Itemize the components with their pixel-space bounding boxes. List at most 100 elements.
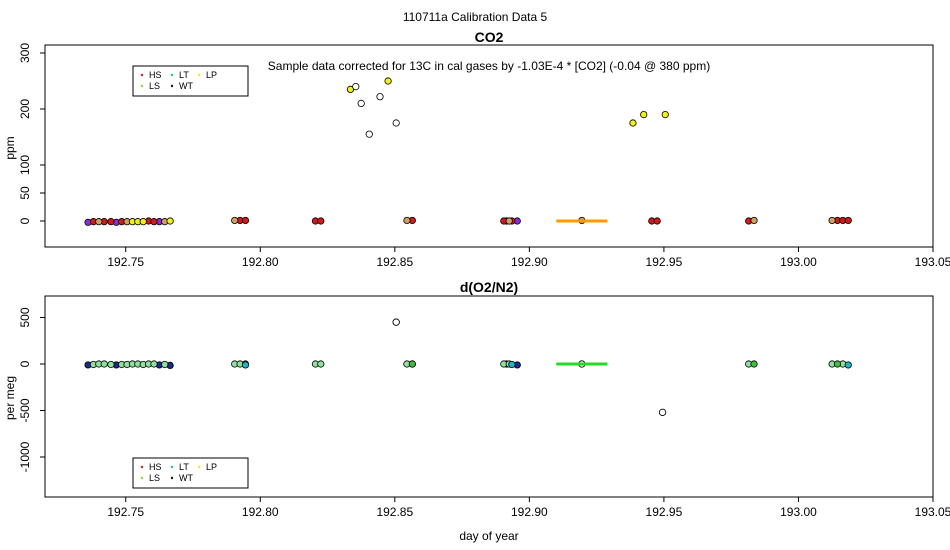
o2n2-y-axis: 500 0 -500 -1000 [18, 307, 45, 472]
co2-legend-label-hs: HS [149, 70, 162, 80]
co2-data-point [505, 217, 513, 225]
co2-data-point [653, 217, 661, 225]
co2-x-tick-label: 192.85 [376, 255, 413, 269]
co2-data-point [750, 216, 758, 225]
o2n2-legend-marker-lt [170, 465, 174, 469]
co2-data-point [384, 77, 392, 85]
co2-x-tick-label: 193.00 [780, 255, 817, 269]
co2-legend-marker-lt [170, 73, 174, 77]
o2n2-data-point [317, 360, 325, 368]
o2n2-data-point [392, 318, 400, 326]
o2n2-data-point [508, 360, 516, 369]
co2-legend-marker-wt [170, 84, 174, 88]
co2-data-point [661, 111, 669, 119]
co2-data-point [403, 216, 411, 225]
co2-annotation: Sample data corrected for 13C in cal gas… [268, 59, 710, 73]
co2-marks [84, 77, 852, 226]
o2n2-legend-label-wt: WT [179, 473, 193, 483]
co2-data-point [231, 216, 239, 225]
co2-legend-marker-hs [140, 73, 144, 77]
co2-y-tick-label: 50 [18, 186, 32, 200]
o2n2-data-point [150, 360, 158, 368]
o2n2-y-tick-label: -500 [18, 398, 32, 422]
co2-y-tick-label: 0 [18, 217, 32, 224]
co2-x-tick-label: 192.95 [646, 255, 683, 269]
o2n2-x-tick-label: 193.00 [780, 505, 817, 519]
o2n2-x-tick-label: 192.90 [511, 505, 548, 519]
o2n2-x-tick-label: 192.80 [242, 505, 279, 519]
co2-data-point [629, 119, 637, 127]
o2n2-legend-label-lt: LT [179, 462, 189, 472]
co2-data-point [828, 216, 836, 225]
o2n2-y-label: per meg [3, 376, 17, 420]
co2-legend: HS LT LP LS WT [132, 65, 249, 97]
o2n2-x-tick-label: 192.85 [376, 505, 413, 519]
o2n2-legend-marker-wt [170, 476, 174, 480]
co2-x-tick-label: 193.05 [915, 255, 950, 269]
o2n2-series-band [556, 362, 608, 366]
o2n2-x-tick-label: 193.05 [915, 505, 950, 519]
co2-y-tick-label: 200 [18, 99, 32, 119]
co2-title: CO2 [475, 29, 504, 45]
co2-y-axis: 0 50 100 200 300 [18, 43, 45, 224]
co2-data-point [317, 217, 325, 225]
co2-data-point [107, 218, 115, 226]
co2-legend-marker-lp [197, 73, 201, 77]
co2-legend-label-wt: WT [179, 81, 193, 91]
o2n2-legend: HS LT LP LS WT [132, 457, 249, 489]
o2n2-data-point [161, 360, 169, 369]
o2n2-plot-frame [44, 295, 934, 498]
co2-x-tick-label: 192.75 [107, 255, 144, 269]
co2-data-point [376, 93, 384, 101]
co2-data-point [166, 217, 174, 225]
o2n2-data-point [107, 360, 115, 369]
co2-legend-box [132, 65, 249, 97]
o2n2-legend-marker-lp [197, 465, 201, 469]
o2n2-legend-marker-hs [140, 465, 144, 469]
o2n2-legend-marker-ls [140, 476, 144, 480]
o2n2-data-point [100, 360, 108, 368]
o2n2-data-point [833, 360, 842, 368]
o2n2-y-tick-label: -1000 [18, 441, 32, 472]
co2-legend-label-lp: LP [206, 70, 217, 80]
co2-plot-frame [44, 44, 934, 248]
co2-x-axis: 192.75 192.80 192.85 192.90 192.95 193.00 193.… [107, 247, 950, 269]
co2-x-tick-label: 192.90 [511, 255, 548, 269]
co2-series-band [556, 219, 608, 223]
co2-data-point [844, 216, 852, 225]
o2n2-legend-label-ls: LS [149, 473, 160, 483]
o2n2-data-point [658, 408, 667, 416]
o2n2-marks [84, 318, 852, 416]
o2n2-data-point [844, 361, 852, 369]
o2n2-legend-label-lp: LP [206, 462, 217, 472]
co2-panel: CO2 Sample data corrected for 13C in cal… [3, 29, 950, 269]
co2-x-tick-label: 192.80 [242, 255, 279, 269]
co2-data-point [139, 218, 147, 226]
o2n2-y-tick-label: 0 [18, 360, 32, 367]
co2-legend-label-lt: LT [179, 70, 189, 80]
co2-y-tick-label: 100 [18, 155, 32, 175]
o2n2-x-axis: 192.75 192.80 192.85 192.90 192.95 193.00 193.… [107, 497, 950, 519]
co2-data-point [150, 218, 158, 226]
co2-data-point [365, 130, 373, 138]
o2n2-data-point [750, 360, 758, 368]
co2-data-point [640, 111, 648, 119]
co2-data-point [95, 218, 103, 226]
co2-y-label: ppm [3, 136, 17, 159]
o2n2-legend-label-hs: HS [149, 462, 162, 472]
o2n2-data-point [408, 360, 416, 368]
co2-y-tick-label: 300 [18, 43, 32, 63]
page-title: 110711a Calibration Data 5 [403, 10, 548, 24]
o2n2-legend-box [132, 457, 249, 489]
x-axis-label: day of year [459, 529, 518, 543]
co2-legend-label-ls: LS [149, 81, 160, 91]
o2n2-y-tick-label: 500 [18, 307, 32, 327]
co2-data-point [352, 83, 360, 91]
o2n2-title: d(O2/N2) [460, 279, 518, 295]
co2-legend-marker-ls [140, 84, 144, 88]
o2n2-data-point [241, 361, 250, 369]
co2-data-point [241, 216, 250, 225]
co2-data-point [357, 99, 365, 108]
